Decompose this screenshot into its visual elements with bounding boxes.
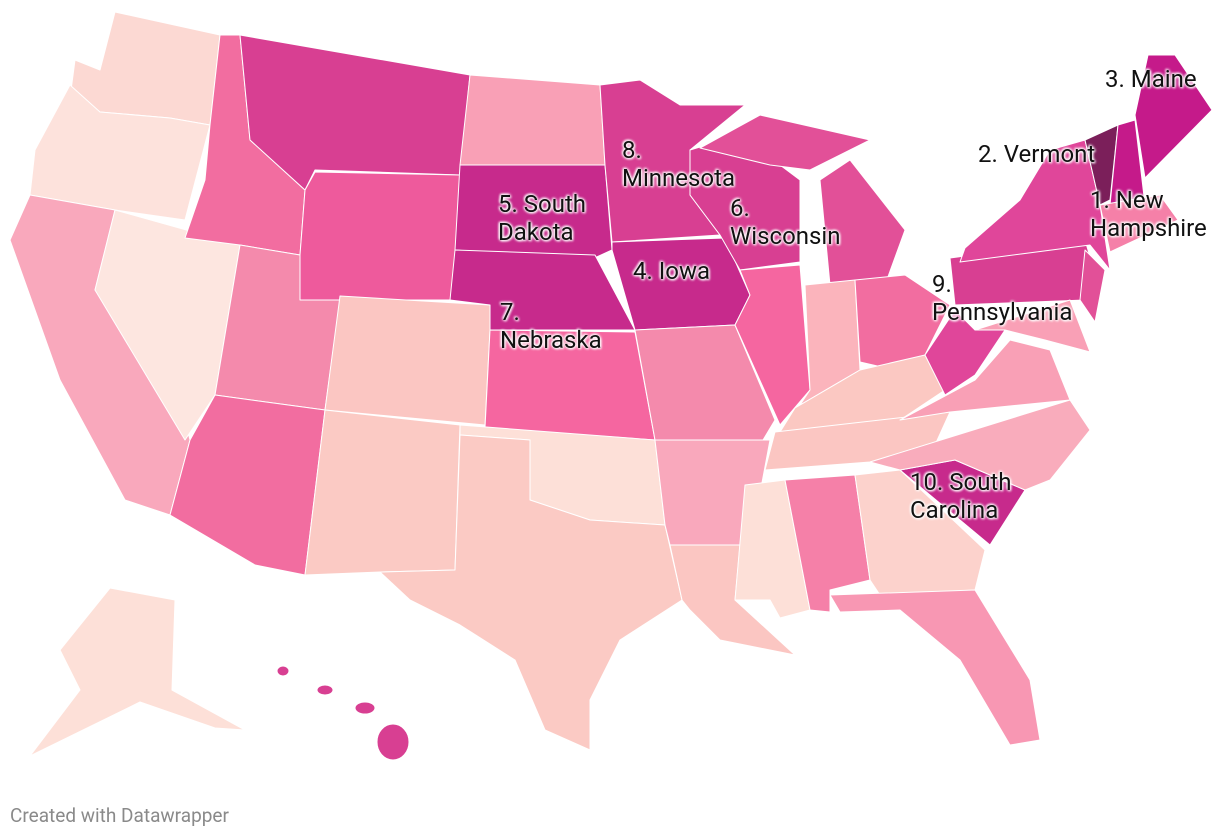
- state: [1079, 249, 1106, 323]
- state: [29, 587, 246, 757]
- map-label: 7. Nebraska: [500, 298, 602, 354]
- state: [454, 164, 613, 261]
- state: [324, 295, 491, 426]
- state: [304, 409, 461, 576]
- state: [974, 299, 1091, 353]
- state: [634, 324, 776, 446]
- state: [354, 701, 376, 715]
- state: [379, 434, 683, 751]
- state: [1134, 54, 1213, 179]
- map-label: 6. Wisconsin: [730, 194, 841, 250]
- map-label: 3. Maine: [1105, 65, 1197, 93]
- state: [1099, 194, 1179, 253]
- state: [819, 159, 906, 286]
- map-label: 2. Vermont: [978, 140, 1096, 168]
- state: [459, 74, 606, 166]
- state: [299, 171, 461, 301]
- state: [29, 84, 211, 221]
- state: [869, 399, 1091, 491]
- map-label: 8. Minnesota: [622, 136, 736, 192]
- state: [316, 684, 334, 696]
- map-label: 1. New Hampshire: [1090, 186, 1207, 242]
- states: [9, 11, 1213, 761]
- map-label: 4. Iowa: [633, 257, 711, 285]
- state: [699, 114, 871, 171]
- map-label: 10. South Carolina: [910, 468, 1012, 524]
- map-label: 5. South Dakota: [498, 190, 587, 246]
- map-label: 9. Pennsylvania: [932, 270, 1073, 326]
- state: [276, 665, 290, 677]
- credit: Created with Datawrapper: [10, 804, 229, 827]
- state: [829, 589, 1041, 746]
- state: [899, 339, 1071, 421]
- state: [376, 723, 410, 761]
- state: [734, 264, 811, 426]
